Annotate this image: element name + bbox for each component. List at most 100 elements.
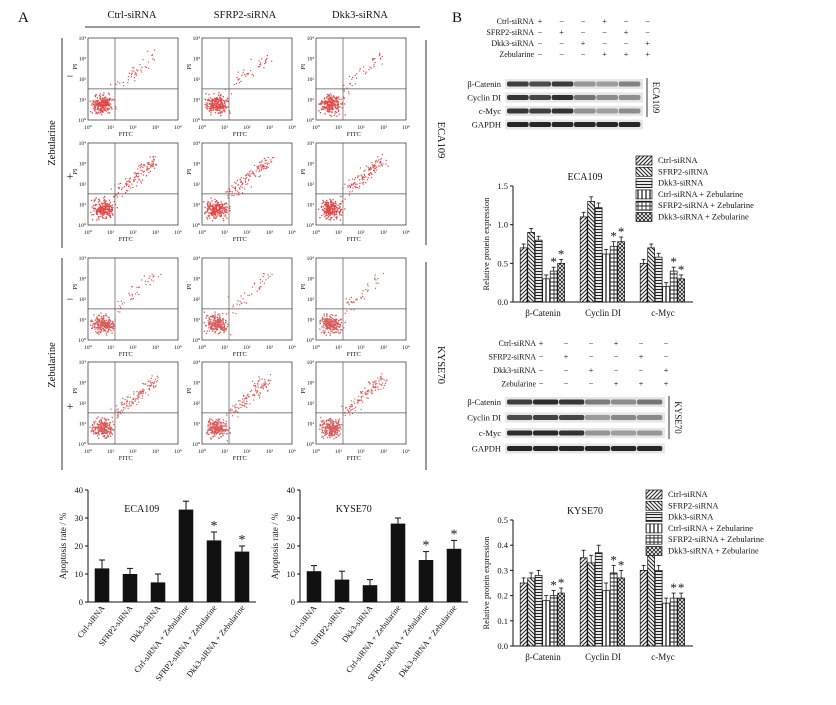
blot-sign: + <box>614 338 619 348</box>
flow-dot <box>215 423 218 425</box>
flow-dot <box>219 331 221 333</box>
flow-dot <box>223 213 225 215</box>
flow-dot <box>98 207 100 209</box>
flow-dot <box>220 214 222 216</box>
flow-dot <box>112 321 114 323</box>
flow-dot <box>257 386 259 388</box>
flow-dot <box>111 428 113 430</box>
flow-dot <box>217 209 219 211</box>
flow-dot <box>132 67 134 69</box>
flow-dot <box>225 327 227 329</box>
flow-dot <box>338 430 340 432</box>
flow-dot <box>350 404 352 406</box>
flow-y-tick: 10¹ <box>193 203 201 209</box>
flow-dot <box>330 105 332 108</box>
flow-y-tick: 10¹ <box>307 422 315 428</box>
flow-dot <box>321 318 323 320</box>
flow-dot <box>328 326 331 328</box>
flow-dot <box>338 424 340 426</box>
flow-dot <box>327 99 329 101</box>
flow-x-tick: 10² <box>357 125 365 131</box>
flow-dot <box>252 172 254 174</box>
flow-dot <box>216 322 218 325</box>
flow-dot <box>110 408 112 410</box>
flow-dot <box>128 403 130 405</box>
flow-dot <box>129 396 131 398</box>
flow-dot <box>98 102 101 105</box>
bar <box>587 201 595 303</box>
flow-dot <box>321 214 323 216</box>
flow-dot <box>326 97 328 99</box>
bar <box>534 239 543 303</box>
flow-dot <box>333 211 335 213</box>
flow-dot <box>118 411 120 413</box>
flow-dot <box>91 319 93 321</box>
flow-dot <box>207 421 210 424</box>
flow-dot <box>222 99 225 101</box>
flow-dot <box>336 210 338 213</box>
flow-dot <box>222 429 224 431</box>
flow-dot <box>125 178 127 180</box>
flow-dot <box>381 384 383 386</box>
flow-x-label: FITC <box>233 236 247 243</box>
flow-dot <box>95 420 97 422</box>
flow-dot <box>126 403 128 405</box>
flow-dot <box>95 327 97 329</box>
flow-dot <box>234 187 236 189</box>
flow-dot <box>207 426 209 428</box>
blot-band-label: GAPDH <box>472 444 501 454</box>
flow-dot <box>349 414 351 416</box>
y-tick-label: 0 <box>291 597 295 607</box>
flow-dot <box>333 219 335 221</box>
flow-dot <box>264 60 267 62</box>
flow-dot <box>226 206 228 208</box>
flow-dot <box>324 323 326 325</box>
flow-dot <box>225 420 227 423</box>
flow-dot <box>214 324 216 326</box>
flow-dot <box>328 427 330 429</box>
flow-y-tick: 10⁰ <box>78 441 87 448</box>
flow-dot <box>322 426 325 429</box>
flow-dot <box>104 323 106 325</box>
flow-dot <box>339 426 342 428</box>
flow-dot <box>370 67 372 69</box>
flow-dot <box>220 106 222 108</box>
flow-dot <box>224 105 226 107</box>
flow-dot <box>262 164 264 166</box>
flow-dot <box>323 332 325 334</box>
flow-dot <box>112 98 114 100</box>
flow-dot <box>221 211 223 214</box>
flow-dot <box>327 326 329 328</box>
flow-dot <box>256 168 258 170</box>
flow-dot <box>141 395 143 397</box>
blot-sign: − <box>538 38 543 48</box>
flow-dot <box>324 426 326 428</box>
flow-dot <box>91 214 93 216</box>
flow-dot <box>211 330 214 332</box>
flow-dot <box>251 389 253 391</box>
flow-dot <box>215 106 217 109</box>
flow-dot <box>147 163 149 165</box>
flow-dot <box>334 430 336 432</box>
flow-dot <box>216 326 219 328</box>
flow-dot <box>223 109 225 111</box>
flow-dot <box>95 213 98 215</box>
flow-dot <box>222 326 224 328</box>
flow-dot <box>143 170 145 172</box>
flow-dot <box>127 407 129 409</box>
flow-dot <box>102 324 105 326</box>
flow-dot <box>217 322 219 324</box>
flow-dot <box>333 205 336 207</box>
flow-dot <box>136 173 138 175</box>
flow-dot <box>213 425 215 428</box>
flow-dot <box>148 388 150 390</box>
significance-star: * <box>239 533 246 548</box>
flow-dot <box>363 179 365 181</box>
flow-y-tick: 10⁰ <box>78 337 87 344</box>
flow-x-tick: 10³ <box>266 345 274 351</box>
flow-dot <box>95 203 98 206</box>
flow-dot <box>216 206 218 208</box>
flow-dot <box>325 214 328 216</box>
flow-dot <box>262 388 264 390</box>
flow-dot <box>240 181 242 183</box>
